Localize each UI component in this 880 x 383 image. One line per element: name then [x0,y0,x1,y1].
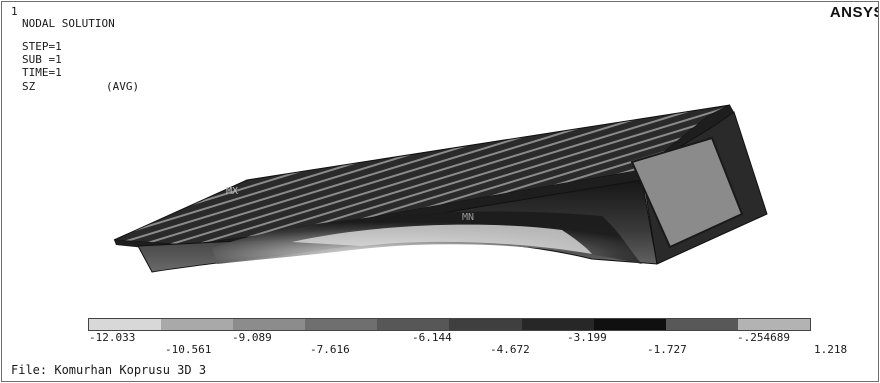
legend-label-3: -9.089 [232,331,272,344]
max-marker: MX [226,186,239,197]
file-name-label: File: Komurhan Koprusu 3D 3 [11,363,207,377]
substep-label: SUB =1 [22,53,62,66]
legend-label-8: -1.727 [647,343,687,356]
step-label: STEP=1 [22,40,62,53]
legend-band-6 [449,319,522,330]
contour-band-inner [292,224,592,254]
legend-label-2: -10.561 [165,343,212,356]
legend-band-10 [737,319,810,330]
legend-label-4: -7.616 [310,343,350,356]
legend-band-8 [593,319,666,330]
legend-band-7 [521,319,594,330]
component-label: SZ [22,80,36,93]
legend-label-1: -12.033 [89,331,136,344]
legend-band-5 [377,319,450,330]
legend-band-1 [89,319,162,330]
contour-legend-bar [88,318,811,331]
bridge-model-view[interactable] [2,2,878,332]
min-marker: MN [462,212,475,223]
window-number: 1 [11,5,18,18]
box-section-face [630,136,744,249]
legend-label-10: 1.218 [814,343,848,356]
legend-label-9: -.254689 [737,331,790,344]
ansys-logo: ANSYS [829,4,879,21]
legend-band-3 [233,319,306,330]
legend-band-9 [665,319,738,330]
deck-edge [114,105,734,252]
legend-label-7: -3.199 [567,331,607,344]
solution-title: NODAL SOLUTION [22,17,115,30]
legend-band-4 [305,319,378,330]
time-label: TIME=1 [22,66,62,79]
legend-band-2 [161,319,234,330]
averaging-label: (AVG) [106,80,140,93]
legend-label-5: -6.144 [412,331,452,344]
legend-label-6: -4.672 [490,343,530,356]
